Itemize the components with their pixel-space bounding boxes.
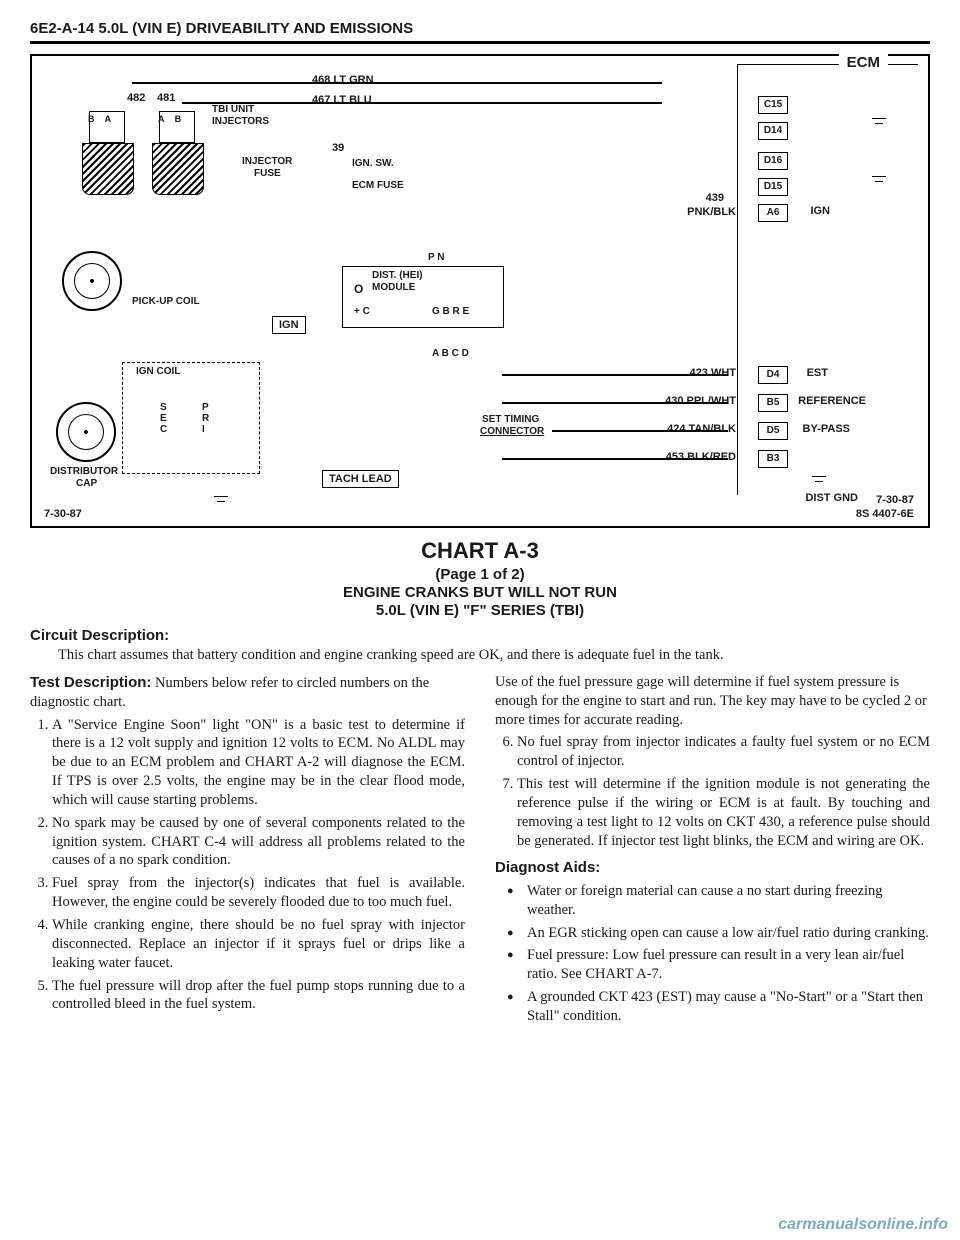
abcd-label: A B C D	[432, 348, 469, 359]
ecm-label: ECM	[839, 54, 888, 71]
dist-mod-1: DIST. (HEI)	[372, 270, 423, 281]
wire-453: 453 BLK/RED	[666, 451, 736, 463]
chart-title: CHART A-3	[30, 538, 930, 564]
injector-1	[82, 111, 132, 201]
ign-coil-label: IGN COIL	[136, 366, 180, 377]
diag-aids-head: Diagnost Aids:	[495, 858, 930, 878]
wiring-diagram: ECM C15 D14 D16 D15 A6 IGN D4 EST B5 REF…	[30, 54, 930, 528]
pin-d5: D5	[758, 422, 788, 440]
list-item: No fuel spray from injector indicates a …	[517, 733, 930, 771]
wire-424: 424 TAN/BLK	[667, 423, 736, 435]
wire-39: 39	[332, 142, 344, 154]
ign-coil-box	[122, 362, 260, 474]
ign-box: IGN	[272, 316, 306, 334]
chart-line2: 5.0L (VIN E) "F" SERIES (TBI)	[30, 602, 930, 619]
wire-468: 468 LT GRN	[312, 74, 374, 86]
pin-d4: D4	[758, 366, 788, 384]
pickup-coil-icon	[62, 251, 122, 311]
list-item: A grounded CKT 423 (EST) may cause a "No…	[513, 988, 930, 1026]
circle-icon: O	[354, 282, 363, 296]
pin-a6-label: IGN	[810, 205, 830, 217]
date-right: 7-30-87	[876, 494, 914, 506]
gbre-label: G B R E	[432, 306, 469, 317]
injector-2	[152, 111, 202, 201]
pc-label: + C	[354, 306, 370, 317]
conn-ba: B A	[88, 114, 115, 124]
right-intro: Use of the fuel pressure gage will deter…	[495, 673, 930, 730]
distcap-1: DISTRIBUTOR	[50, 466, 118, 477]
pin-b3: B3	[758, 450, 788, 468]
list-item: No spark may be caused by one of several…	[52, 814, 465, 871]
wire-467: 467 LT BLU	[312, 94, 372, 106]
wire-481: 481	[157, 92, 175, 104]
pin-b5-label: REFERENCE	[798, 395, 866, 407]
wire-482: 482	[127, 92, 145, 104]
test-desc-head: Test Description:	[30, 674, 151, 691]
dist-mod-2: MODULE	[372, 282, 415, 293]
pickup-label: PICK-UP COIL	[132, 296, 200, 307]
pin-d4-label: EST	[807, 367, 828, 379]
tach-lead: TACH LEAD	[322, 470, 399, 488]
tbi-label: TBI UNIT	[212, 104, 254, 115]
wire-430: 430 PPL/WHT	[665, 395, 736, 407]
ground-icon	[810, 476, 828, 490]
ref-number: 8S 4407-6E	[856, 508, 914, 520]
conn-ab: A B	[158, 114, 185, 124]
settim-1: SET TIMING	[482, 414, 539, 425]
test-list-right: No fuel spray from injector indicates a …	[495, 733, 930, 850]
pin-d14: D14	[758, 122, 788, 140]
list-item: An EGR sticking open can cause a low air…	[513, 924, 930, 943]
pin-d15: D15	[758, 178, 788, 196]
list-item: Fuel spray from the injector(s) indicate…	[52, 874, 465, 912]
distributor-cap-icon	[56, 402, 116, 462]
inj-fuse-2: FUSE	[254, 168, 281, 179]
pn-label: P N	[428, 252, 445, 263]
inj-fuse-1: INJECTOR	[242, 156, 292, 167]
ign-sw: IGN. SW.	[352, 158, 394, 169]
pin-a6: A6	[758, 204, 788, 222]
sec-label: S E C	[160, 402, 167, 435]
ground-icon	[212, 496, 230, 510]
hei-module	[342, 266, 504, 328]
chart-title-block: CHART A-3 (Page 1 of 2) ENGINE CRANKS BU…	[30, 538, 930, 619]
ground-icon	[870, 118, 888, 132]
wire-439c: PNK/BLK	[687, 206, 736, 218]
distcap-2: CAP	[76, 478, 97, 489]
wire-439: 439	[706, 192, 724, 204]
circuit-desc: This chart assumes that battery conditio…	[30, 646, 930, 665]
list-item: Fuel pressure: Low fuel pressure can res…	[513, 946, 930, 984]
watermark: carmanualsonline.info	[778, 1216, 948, 1234]
chart-page: (Page 1 of 2)	[30, 566, 930, 583]
chart-line1: ENGINE CRANKS BUT WILL NOT RUN	[30, 584, 930, 601]
page-header: 6E2-A-14 5.0L (VIN E) DRIVEABILITY AND E…	[30, 20, 930, 44]
list-item: Water or foreign material can cause a no…	[513, 882, 930, 920]
ecm-fuse: ECM FUSE	[352, 180, 404, 191]
right-column: Use of the fuel pressure gage will deter…	[495, 673, 930, 1030]
pin-d5-label: BY-PASS	[803, 423, 850, 435]
ground-icon	[870, 176, 888, 190]
diag-aids-list: Water or foreign material can cause a no…	[495, 882, 930, 1026]
left-column: Test Description: Numbers below refer to…	[30, 673, 465, 1030]
list-item: A "Service Engine Soon" light "ON" is a …	[52, 716, 465, 810]
settim-2: CONNECTOR	[480, 426, 544, 437]
date-left: 7-30-87	[44, 508, 82, 520]
pri-label: P R I	[202, 402, 209, 435]
list-item: While cranking engine, there should be n…	[52, 916, 465, 973]
test-list-left: A "Service Engine Soon" light "ON" is a …	[30, 716, 465, 1015]
circuit-desc-head: Circuit Description:	[30, 627, 930, 644]
list-item: This test will determine if the ignition…	[517, 775, 930, 850]
inj-label: INJECTORS	[212, 116, 269, 127]
pin-c15: C15	[758, 96, 788, 114]
pin-b5: B5	[758, 394, 788, 412]
dist-gnd-label: DIST GND	[805, 492, 858, 504]
list-item: The fuel pressure will drop after the fu…	[52, 977, 465, 1015]
pin-d16: D16	[758, 152, 788, 170]
wire-423: 423 WHT	[690, 367, 736, 379]
